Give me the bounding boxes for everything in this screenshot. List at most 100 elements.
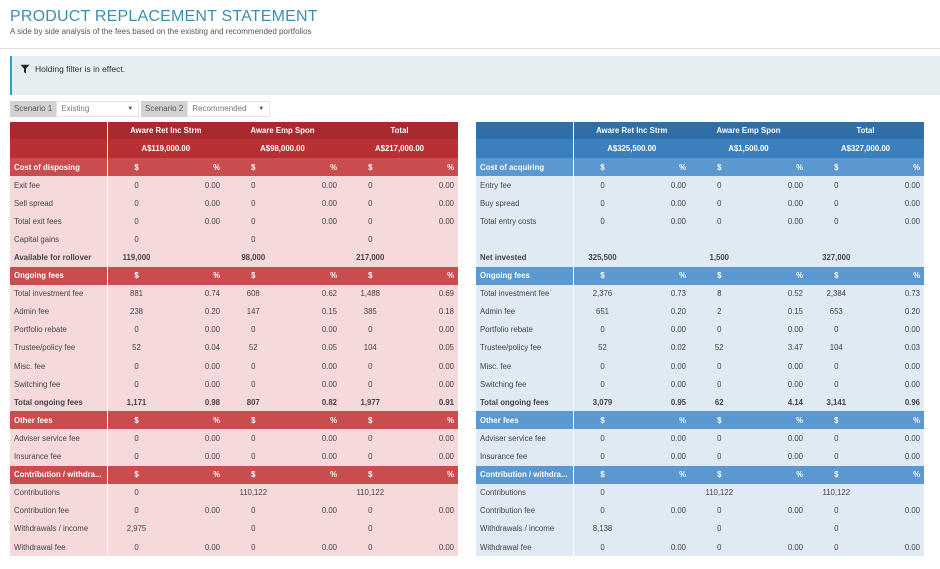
dollar-value: 0 — [224, 537, 283, 557]
percent-value: 0.00 — [748, 212, 807, 231]
unit-percent: % — [865, 266, 924, 285]
section-header: Cost of disposing $% $% $% — [10, 158, 458, 177]
percent-value: 0.00 — [282, 357, 341, 376]
percent-value: 0.05 — [282, 338, 341, 358]
dollar-value: 0 — [690, 375, 749, 394]
balance-value: A$325,500.00 — [573, 139, 690, 158]
dollar-value: 0 — [341, 357, 400, 376]
section-title: Contribution / withdra... — [10, 465, 108, 484]
dollar-value — [690, 230, 749, 249]
percent-value: 0.00 — [282, 375, 341, 394]
percent-value: 0.04 — [165, 338, 224, 358]
dollar-value: 0 — [224, 212, 283, 231]
table-row: Insurance fee 0 0.00 0 0.00 0 0.00 — [476, 447, 924, 466]
percent-value: 0.00 — [165, 357, 224, 376]
scenario-1-dropdown[interactable]: Existing ▼ — [56, 101, 140, 117]
percent-value: 0.95 — [631, 393, 690, 412]
dollar-value: 0 — [341, 375, 400, 394]
dollar-value: 0 — [341, 537, 400, 557]
header-blank — [476, 139, 574, 158]
percent-value: 0.00 — [165, 375, 224, 394]
row-label: Insurance fee — [10, 447, 108, 466]
unit-percent: % — [399, 266, 458, 285]
table-row: Exit fee 0 0.00 0 0.00 0 0.00 — [10, 176, 458, 195]
row-label: Entry fee — [476, 176, 574, 195]
percent-value — [748, 483, 807, 502]
dollar-value: 0 — [807, 501, 866, 520]
scenario-2-label: Scenario 2 — [141, 101, 188, 117]
unit-dollar: $ — [224, 465, 283, 484]
unit-dollar: $ — [224, 266, 283, 285]
table-row: Contributions 0 110,122 110,122 — [476, 483, 924, 502]
table-row: Adviser service fee 0 0.00 0 0.00 0 0.00 — [10, 429, 458, 448]
row-label: Total ongoing fees — [10, 393, 108, 412]
table-row: Total exit fees 0 0.00 0 0.00 0 0.00 — [10, 212, 458, 231]
percent-value — [282, 248, 341, 267]
unit-percent: % — [631, 411, 690, 430]
page-header: PRODUCT REPLACEMENT STATEMENT A side by … — [10, 8, 318, 36]
percent-value: 0.00 — [165, 176, 224, 195]
percent-value: 0.00 — [399, 212, 458, 231]
percent-value — [865, 483, 924, 502]
row-label: Net invested — [476, 248, 574, 267]
unit-percent: % — [165, 158, 224, 177]
chevron-down-icon: ▼ — [127, 106, 134, 112]
column-header: Aware Emp Spon — [690, 122, 807, 139]
percent-value — [399, 230, 458, 249]
table-row: Withdrawals / income 2,975 0 0 — [10, 519, 458, 538]
percent-value: 0.00 — [282, 320, 341, 339]
unit-percent: % — [399, 465, 458, 484]
dollar-value: 8 — [690, 284, 749, 303]
unit-dollar: $ — [807, 158, 866, 177]
percent-value — [748, 230, 807, 249]
dollar-value: 0 — [573, 483, 632, 502]
row-label: Total ongoing fees — [476, 393, 574, 412]
row-label: Contribution fee — [476, 501, 574, 520]
dollar-value: 98,000 — [224, 248, 283, 267]
unit-dollar: $ — [690, 158, 749, 177]
dollar-value: 0 — [807, 194, 866, 213]
dollar-value: 0 — [690, 519, 749, 538]
percent-value — [282, 230, 341, 249]
dollar-value: 0 — [224, 501, 283, 520]
dollar-value: 2,384 — [807, 284, 866, 303]
dollar-value: 110,122 — [807, 483, 866, 502]
dollar-value: 881 — [107, 284, 166, 303]
unit-percent: % — [399, 411, 458, 430]
row-label: Available for rollover — [10, 248, 108, 267]
percent-value: 0.00 — [631, 357, 690, 376]
header-blank — [476, 122, 574, 139]
unit-dollar: $ — [807, 465, 866, 484]
percent-value: 0.00 — [165, 429, 224, 448]
percent-value: 0.00 — [865, 194, 924, 213]
section-title: Contribution / withdra... — [476, 465, 574, 484]
percent-value: 0.00 — [631, 194, 690, 213]
dollar-value: 0 — [573, 320, 632, 339]
percent-value: 0.00 — [865, 320, 924, 339]
percent-value: 0.00 — [631, 320, 690, 339]
percent-value: 0.91 — [399, 393, 458, 412]
percent-value: 0.20 — [865, 302, 924, 321]
row-label: Total investment fee — [10, 284, 108, 303]
table-row: Contribution fee 0 0.00 0 0.00 0 0.00 — [10, 501, 458, 520]
table-row: Portfolio rebate 0 0.00 0 0.00 0 0.00 — [476, 320, 924, 339]
unit-dollar: $ — [107, 266, 166, 285]
percent-value: 0.00 — [282, 447, 341, 466]
dollar-value: 1,488 — [341, 284, 400, 303]
dollar-value: 52 — [107, 338, 166, 358]
percent-value: 0.96 — [865, 393, 924, 412]
scenario-2-dropdown[interactable]: Recommended ▼ — [187, 101, 271, 117]
dollar-value: 110,122 — [341, 483, 400, 502]
row-label: Admin fee — [10, 302, 108, 321]
dollar-value: 0 — [107, 194, 166, 213]
percent-value: 0.00 — [865, 537, 924, 557]
unit-percent: % — [165, 465, 224, 484]
row-label: Contribution fee — [10, 501, 108, 520]
percent-value: 0.98 — [165, 393, 224, 412]
dollar-value: 52 — [224, 338, 283, 358]
column-header-row: Aware Ret Inc Strm Aware Emp Spon Total — [476, 122, 924, 139]
dollar-value: 0 — [690, 357, 749, 376]
percent-value: 0.00 — [865, 375, 924, 394]
dollar-value: 0 — [224, 176, 283, 195]
unit-percent: % — [748, 465, 807, 484]
